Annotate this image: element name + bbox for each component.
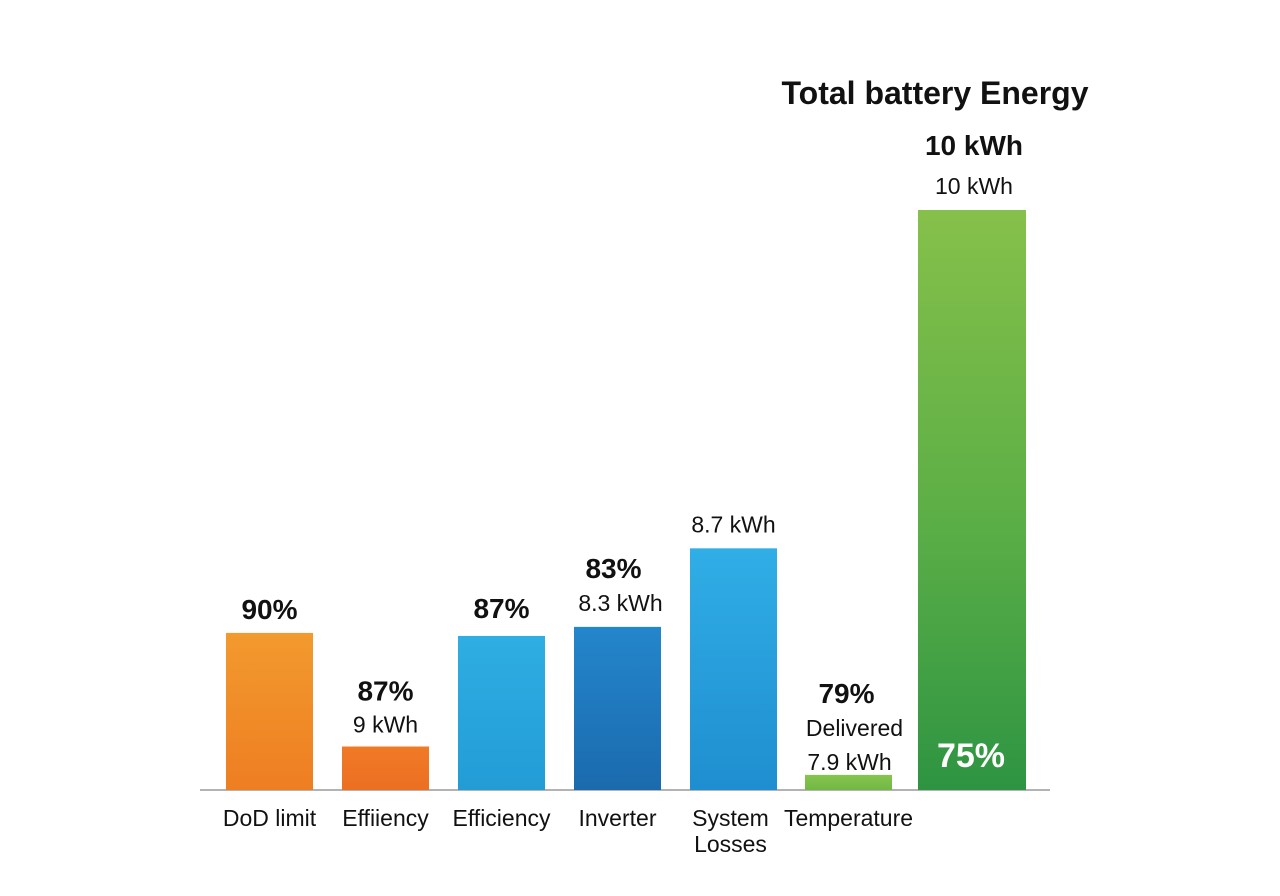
category-label-2: Effiiency bbox=[342, 805, 429, 831]
bars-layer bbox=[226, 210, 1026, 790]
labels-layer: 90% DoD limit 87% 9 kWh Effiiency 87% Efficien… bbox=[223, 130, 1023, 857]
bar-6-sub-label-line2: 7.9 kWh bbox=[807, 749, 891, 775]
bar-1-pct-label: 90% bbox=[241, 594, 297, 625]
category-label-6: Temperature bbox=[784, 805, 913, 831]
bar-7-inner-label: 75% bbox=[937, 737, 1005, 775]
bar-6-sub-label-line1: Delivered bbox=[806, 715, 903, 741]
category-label-3: Efficiency bbox=[452, 805, 551, 831]
bar-3-pct-label: 87% bbox=[473, 593, 529, 624]
category-label-1: DoD limit bbox=[223, 805, 317, 831]
bar-5 bbox=[690, 548, 777, 790]
bar-2-pct-label: 87% bbox=[357, 676, 413, 707]
bar-1 bbox=[226, 632, 313, 790]
bar-4-sub-label: 8.3 kWh bbox=[578, 590, 662, 616]
bar-2 bbox=[342, 746, 429, 790]
category-label-5-line1: System bbox=[692, 805, 769, 831]
bar-7-pct-label: 10 kWh bbox=[925, 130, 1023, 161]
bar-6 bbox=[805, 774, 892, 790]
bar-4-pct-label: 83% bbox=[585, 553, 641, 584]
bar-3 bbox=[458, 635, 545, 790]
bar-7 bbox=[918, 210, 1026, 790]
category-label-4: Inverter bbox=[579, 805, 657, 831]
bar-5-sub-label: 8.7 kWh bbox=[691, 511, 775, 537]
bar-2-sub-label: 9 kWh bbox=[353, 712, 418, 738]
bar-6-pct-label: 79% bbox=[818, 678, 874, 709]
chart-title: Total battery Energy bbox=[781, 75, 1088, 111]
category-label-5-line2: Losses bbox=[694, 831, 767, 857]
bar-7-sub-label: 10 kWh bbox=[935, 173, 1013, 199]
bar-4 bbox=[574, 626, 661, 790]
